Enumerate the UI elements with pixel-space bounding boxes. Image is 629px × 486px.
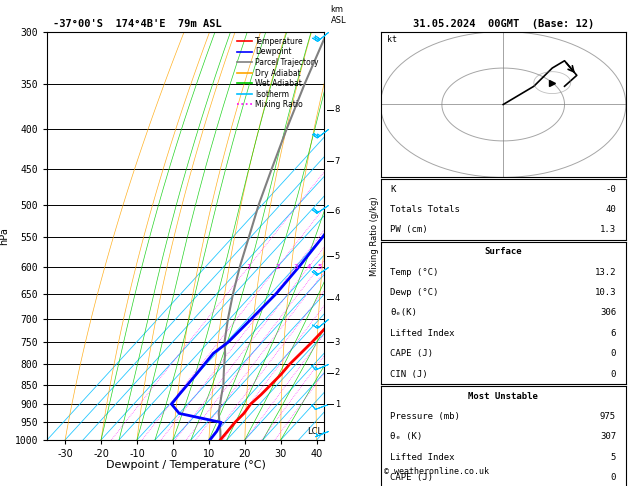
Text: CAPE (J): CAPE (J) (391, 473, 433, 482)
Text: 306: 306 (600, 309, 616, 317)
Text: Lifted Index: Lifted Index (391, 329, 455, 338)
Text: Dewp (°C): Dewp (°C) (391, 288, 439, 297)
Text: LCL: LCL (307, 427, 322, 436)
Text: 10.3: 10.3 (594, 288, 616, 297)
Text: Most Unstable: Most Unstable (468, 392, 538, 400)
Text: 2: 2 (335, 368, 340, 377)
Text: 6: 6 (611, 329, 616, 338)
Text: 0: 0 (611, 473, 616, 482)
Text: 1: 1 (335, 399, 340, 409)
Text: CIN (J): CIN (J) (391, 370, 428, 379)
Text: 307: 307 (600, 433, 616, 441)
Text: 6: 6 (335, 207, 340, 216)
Text: 4: 4 (307, 263, 311, 270)
Text: -0: -0 (605, 185, 616, 193)
Text: km
ASL: km ASL (331, 5, 346, 25)
Text: 3: 3 (335, 338, 340, 347)
Text: 5: 5 (611, 453, 616, 462)
Text: Totals Totals: Totals Totals (391, 205, 460, 214)
Text: 0: 0 (611, 370, 616, 379)
Legend: Temperature, Dewpoint, Parcel Trajectory, Dry Adiabat, Wet Adiabat, Isotherm, Mi: Temperature, Dewpoint, Parcel Trajectory… (235, 35, 320, 111)
Text: kt: kt (387, 35, 397, 44)
Text: © weatheronline.co.uk: © weatheronline.co.uk (384, 467, 489, 476)
Text: 40: 40 (605, 205, 616, 214)
Text: 1: 1 (247, 263, 251, 270)
Text: 8: 8 (335, 105, 340, 115)
Text: CAPE (J): CAPE (J) (391, 349, 433, 358)
X-axis label: Dewpoint / Temperature (°C): Dewpoint / Temperature (°C) (106, 460, 265, 470)
Text: K: K (391, 185, 396, 193)
Text: 975: 975 (600, 412, 616, 421)
Text: Surface: Surface (484, 247, 522, 256)
Text: Lifted Index: Lifted Index (391, 453, 455, 462)
Text: 5: 5 (335, 252, 340, 261)
Text: 13.2: 13.2 (594, 268, 616, 277)
Text: 2: 2 (276, 263, 280, 270)
Text: 4: 4 (335, 295, 340, 303)
Text: 31.05.2024  00GMT  (Base: 12): 31.05.2024 00GMT (Base: 12) (413, 19, 594, 29)
Text: -37°00'S  174°4B'E  79m ASL: -37°00'S 174°4B'E 79m ASL (53, 19, 222, 29)
Text: 3: 3 (294, 263, 298, 270)
Text: θₑ(K): θₑ(K) (391, 309, 417, 317)
Text: 5: 5 (318, 263, 321, 270)
Text: 1.3: 1.3 (600, 226, 616, 234)
Text: Mixing Ratio (g/kg): Mixing Ratio (g/kg) (370, 196, 379, 276)
Text: Temp (°C): Temp (°C) (391, 268, 439, 277)
Text: 7: 7 (335, 157, 340, 166)
Text: θₑ (K): θₑ (K) (391, 433, 423, 441)
Text: Pressure (mb): Pressure (mb) (391, 412, 460, 421)
Text: PW (cm): PW (cm) (391, 226, 428, 234)
Y-axis label: hPa: hPa (0, 227, 9, 244)
Text: 0: 0 (611, 349, 616, 358)
